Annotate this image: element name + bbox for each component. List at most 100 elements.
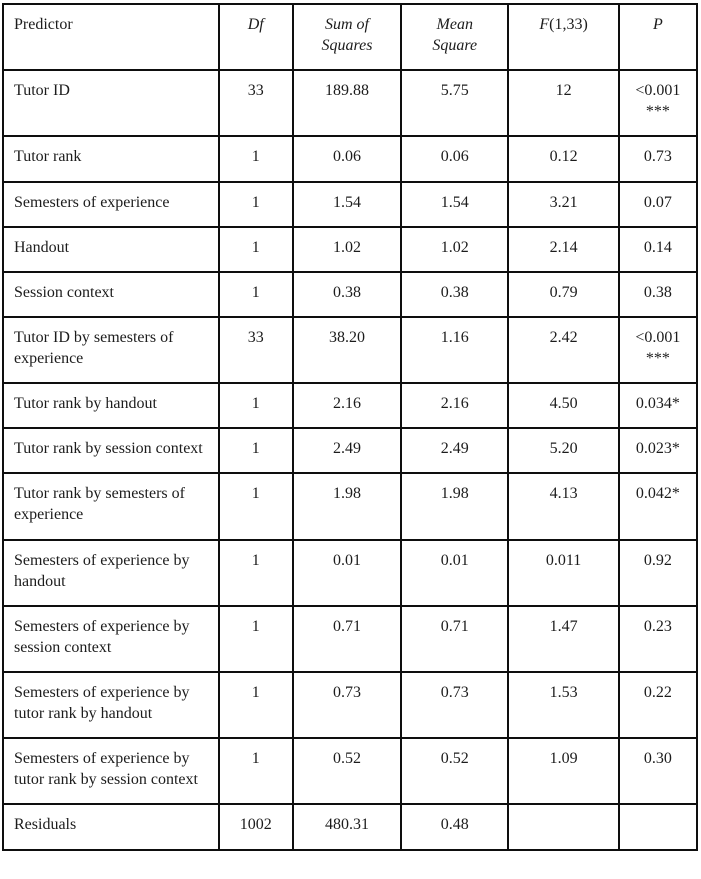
p-cell: <0.001 *** xyxy=(617,69,699,138)
table-row: Semesters of experience by session conte… xyxy=(2,604,699,673)
f-cell: 0.12 xyxy=(507,135,620,183)
sum-of-squares-cell: 189.88 xyxy=(291,69,403,138)
predictor-cell: Residuals xyxy=(2,803,220,851)
df-cell: 1 xyxy=(217,472,294,541)
df-cell: 1 xyxy=(217,737,294,806)
sum-of-squares-cell: 38.20 xyxy=(291,315,403,385)
predictor-cell: Semesters of experience by session conte… xyxy=(2,604,220,673)
predictor-cell: Tutor ID by semesters of experience xyxy=(2,315,220,385)
sum-of-squares-cell: 480.31 xyxy=(291,803,403,851)
predictor-cell: Tutor rank by session context xyxy=(2,427,220,475)
table-body: Tutor ID 33 189.88 5.75 12 <0.001 *** Tu… xyxy=(2,69,699,851)
mean-square-cell: 0.52 xyxy=(400,737,510,806)
p-cell: 0.07 xyxy=(617,180,699,228)
sum-of-squares-cell: 0.06 xyxy=(291,135,403,183)
mean-square-cell: 1.02 xyxy=(400,225,510,273)
sum-of-squares-cell: 0.38 xyxy=(291,270,403,318)
sum-of-squares-cell: 1.54 xyxy=(291,180,403,228)
p-cell xyxy=(617,803,699,851)
table-row: Tutor ID by semesters of experience 33 3… xyxy=(2,315,699,385)
predictor-cell: Semesters of experience by handout xyxy=(2,538,220,607)
df-cell: 1 xyxy=(217,538,294,607)
header-mean-square: Mean Square xyxy=(400,2,510,72)
mean-square-cell: 0.73 xyxy=(400,670,510,740)
p-cell: 0.14 xyxy=(617,225,699,273)
sum-of-squares-cell: 1.02 xyxy=(291,225,403,273)
df-cell: 1 xyxy=(217,670,294,740)
df-cell: 33 xyxy=(217,69,294,138)
f-cell: 12 xyxy=(507,69,620,138)
f-cell: 0.011 xyxy=(507,538,620,607)
f-cell: 4.13 xyxy=(507,472,620,541)
p-cell: 0.042* xyxy=(617,472,699,541)
table-row: Tutor rank by session context 1 2.49 2.4… xyxy=(2,427,699,475)
table-row: Semesters of experience 1 1.54 1.54 3.21… xyxy=(2,180,699,228)
f-df-args: (1,33) xyxy=(549,16,588,33)
p-cell: <0.001 *** xyxy=(617,315,699,385)
df-cell: 1 xyxy=(217,135,294,183)
header-row: Predictor Df Sum of Squares Mean Square … xyxy=(2,2,699,72)
table-row: Session context 1 0.38 0.38 0.79 0.38 xyxy=(2,270,699,318)
sum-of-squares-cell: 0.01 xyxy=(291,538,403,607)
table-row: Tutor rank by semesters of experience 1 … xyxy=(2,472,699,541)
f-cell: 0.79 xyxy=(507,270,620,318)
sum-of-squares-cell: 0.52 xyxy=(291,737,403,806)
sum-of-squares-cell: 2.49 xyxy=(291,427,403,475)
f-cell: 3.21 xyxy=(507,180,620,228)
table-row: Tutor rank by handout 1 2.16 2.16 4.50 0… xyxy=(2,382,699,430)
sum-of-squares-cell: 0.73 xyxy=(291,670,403,740)
header-p-value: P xyxy=(617,2,699,72)
df-cell: 1 xyxy=(217,270,294,318)
predictor-cell: Semesters of experience by tutor rank by… xyxy=(2,670,220,740)
table-header: Predictor Df Sum of Squares Mean Square … xyxy=(2,2,699,72)
p-cell: 0.22 xyxy=(617,670,699,740)
predictor-cell: Session context xyxy=(2,270,220,318)
df-cell: 1 xyxy=(217,604,294,673)
sum-of-squares-cell: 2.16 xyxy=(291,382,403,430)
sum-of-squares-cell: 1.98 xyxy=(291,472,403,541)
f-cell: 1.09 xyxy=(507,737,620,806)
df-cell: 1 xyxy=(217,225,294,273)
p-cell: 0.23 xyxy=(617,604,699,673)
header-sum-of-squares: Sum of Squares xyxy=(291,2,403,72)
p-cell: 0.034* xyxy=(617,382,699,430)
table-row: Handout 1 1.02 1.02 2.14 0.14 xyxy=(2,225,699,273)
p-cell: 0.92 xyxy=(617,538,699,607)
header-df: Df xyxy=(217,2,294,72)
f-symbol: F xyxy=(539,16,550,33)
f-cell: 1.53 xyxy=(507,670,620,740)
f-cell: 2.42 xyxy=(507,315,620,385)
p-cell: 0.73 xyxy=(617,135,699,183)
table-row: Tutor rank 1 0.06 0.06 0.12 0.73 xyxy=(2,135,699,183)
predictor-cell: Semesters of experience xyxy=(2,180,220,228)
header-predictor: Predictor xyxy=(2,2,220,72)
mean-square-cell: 0.38 xyxy=(400,270,510,318)
header-f-statistic: F(1,33) xyxy=(507,2,620,72)
f-cell: 5.20 xyxy=(507,427,620,475)
p-cell: 0.38 xyxy=(617,270,699,318)
mean-square-cell: 0.48 xyxy=(400,803,510,851)
df-cell: 1 xyxy=(217,427,294,475)
mean-square-cell: 0.71 xyxy=(400,604,510,673)
mean-square-cell: 2.16 xyxy=(400,382,510,430)
f-cell: 1.47 xyxy=(507,604,620,673)
f-cell xyxy=(507,803,620,851)
f-cell: 2.14 xyxy=(507,225,620,273)
table-row: Residuals 1002 480.31 0.48 xyxy=(2,803,699,851)
df-cell: 33 xyxy=(217,315,294,385)
mean-square-cell: 0.01 xyxy=(400,538,510,607)
f-cell: 4.50 xyxy=(507,382,620,430)
table-row: Semesters of experience by tutor rank by… xyxy=(2,670,699,740)
mean-square-cell: 1.54 xyxy=(400,180,510,228)
mean-square-cell: 2.49 xyxy=(400,427,510,475)
predictor-cell: Semesters of experience by tutor rank by… xyxy=(2,737,220,806)
predictor-cell: Tutor rank by semesters of experience xyxy=(2,472,220,541)
df-cell: 1002 xyxy=(217,803,294,851)
table-row: Tutor ID 33 189.88 5.75 12 <0.001 *** xyxy=(2,69,699,138)
table-row: Semesters of experience by handout 1 0.0… xyxy=(2,538,699,607)
df-cell: 1 xyxy=(217,382,294,430)
predictor-cell: Tutor ID xyxy=(2,69,220,138)
df-cell: 1 xyxy=(217,180,294,228)
predictor-cell: Handout xyxy=(2,225,220,273)
